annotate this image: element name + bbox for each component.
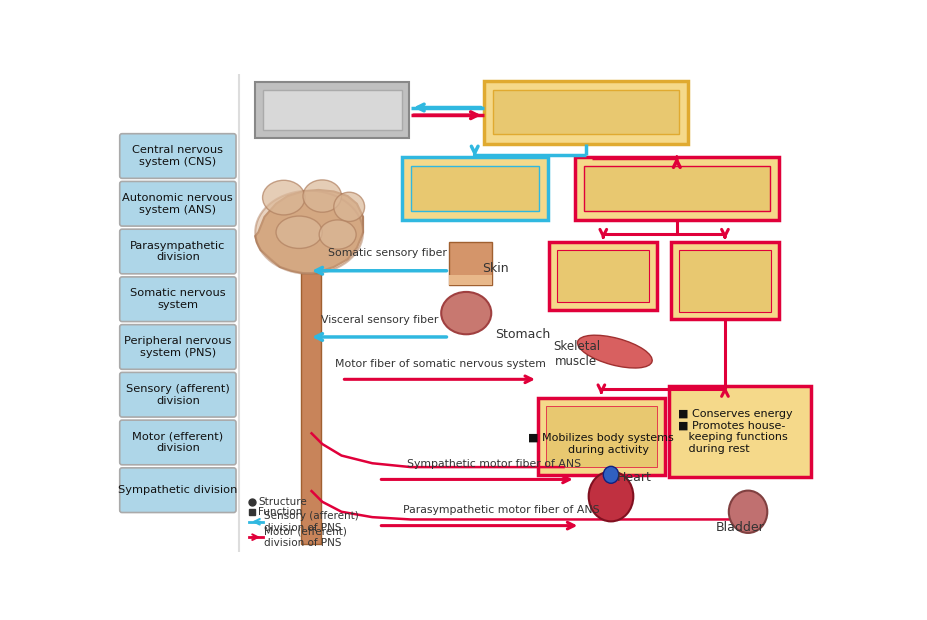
Bar: [450, 242, 491, 285]
FancyBboxPatch shape: [120, 182, 236, 226]
Text: Sympathetic motor fiber of ANS: Sympathetic motor fiber of ANS: [407, 459, 581, 469]
Bar: [401, 157, 548, 220]
FancyBboxPatch shape: [120, 373, 236, 417]
Ellipse shape: [255, 191, 363, 274]
Bar: [263, 90, 401, 130]
Ellipse shape: [603, 466, 618, 483]
Text: ■ Mobilizes body systems
    during activity: ■ Mobilizes body systems during activity: [528, 433, 674, 455]
Bar: [255, 82, 409, 138]
Text: Peripheral nervous
system (PNS): Peripheral nervous system (PNS): [124, 336, 232, 358]
Ellipse shape: [262, 180, 305, 215]
Ellipse shape: [319, 220, 356, 249]
Text: ■ Conserves energy
■ Promotes house-
   keeping functions
   during rest: ■ Conserves energy ■ Promotes house- kee…: [678, 409, 793, 454]
Text: Somatic sensory fiber: Somatic sensory fiber: [328, 249, 447, 259]
Bar: [557, 250, 650, 303]
Ellipse shape: [441, 292, 491, 334]
Bar: [671, 242, 779, 319]
Text: Parasympathetic
division: Parasympathetic division: [130, 241, 225, 262]
Text: Autonomic nervous
system (ANS): Autonomic nervous system (ANS): [122, 193, 234, 215]
Ellipse shape: [578, 335, 653, 368]
Text: Parasympathetic motor fiber of ANS: Parasympathetic motor fiber of ANS: [403, 505, 600, 515]
Text: Bladder: Bladder: [716, 521, 765, 534]
Text: Motor (efferent)
division: Motor (efferent) division: [133, 432, 223, 453]
Bar: [575, 157, 779, 220]
Ellipse shape: [729, 490, 768, 533]
FancyBboxPatch shape: [120, 134, 236, 179]
FancyBboxPatch shape: [120, 325, 236, 370]
Polygon shape: [255, 190, 363, 273]
Ellipse shape: [334, 192, 364, 221]
Bar: [300, 273, 321, 544]
Text: Heart: Heart: [617, 471, 652, 484]
Ellipse shape: [276, 216, 323, 249]
Bar: [550, 242, 657, 310]
Bar: [538, 398, 665, 475]
Text: Function: Function: [259, 507, 303, 516]
Bar: [584, 166, 769, 211]
Bar: [668, 386, 811, 477]
Ellipse shape: [589, 471, 633, 521]
Bar: [493, 90, 679, 135]
FancyBboxPatch shape: [120, 229, 236, 274]
Bar: [484, 81, 688, 144]
Text: Structure: Structure: [259, 497, 307, 507]
Bar: [450, 275, 491, 285]
Text: Motor fiber of somatic nervous system: Motor fiber of somatic nervous system: [335, 358, 545, 368]
Text: Skeletal
muscle: Skeletal muscle: [552, 340, 600, 368]
Text: Sensory (afferent)
division of PNS: Sensory (afferent) division of PNS: [264, 511, 360, 533]
Text: Visceral sensory fiber: Visceral sensory fiber: [322, 314, 438, 325]
Text: Central nervous
system (CNS): Central nervous system (CNS): [133, 145, 223, 167]
FancyBboxPatch shape: [120, 468, 236, 513]
FancyBboxPatch shape: [120, 420, 236, 465]
Text: Motor (efferent)
division of PNS: Motor (efferent) division of PNS: [264, 526, 348, 548]
Bar: [679, 250, 771, 312]
Text: Skin: Skin: [482, 262, 508, 275]
Text: Sensory (afferent)
division: Sensory (afferent) division: [126, 384, 230, 405]
Text: Stomach: Stomach: [496, 328, 551, 341]
Bar: [411, 166, 539, 211]
Bar: [546, 405, 657, 467]
Text: Somatic nervous
system: Somatic nervous system: [130, 288, 225, 310]
Ellipse shape: [303, 180, 341, 212]
Text: Sympathetic division: Sympathetic division: [118, 485, 237, 495]
FancyBboxPatch shape: [120, 277, 236, 322]
